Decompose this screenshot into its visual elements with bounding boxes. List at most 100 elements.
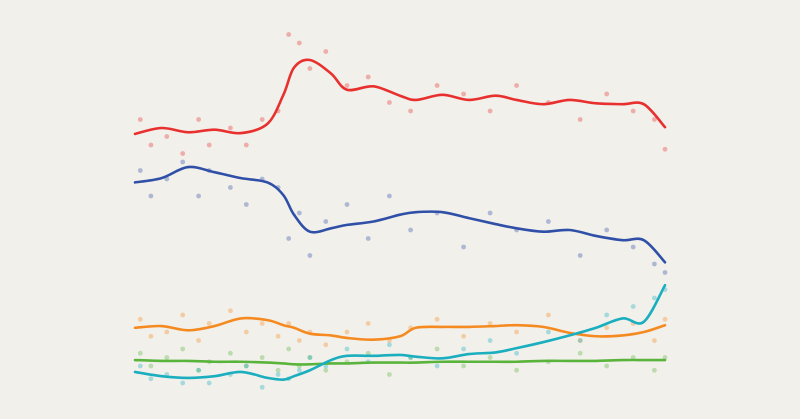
dot-layer bbox=[137, 32, 668, 390]
dot bbox=[604, 325, 610, 331]
dot bbox=[228, 308, 233, 314]
dot bbox=[148, 142, 154, 148]
dot bbox=[577, 338, 583, 343]
dot bbox=[365, 321, 371, 326]
dot bbox=[387, 100, 392, 105]
dot bbox=[344, 329, 350, 335]
dot bbox=[577, 350, 583, 356]
dot bbox=[387, 342, 392, 348]
dot bbox=[344, 346, 350, 352]
dot bbox=[206, 321, 212, 326]
dot bbox=[365, 350, 371, 356]
dot bbox=[662, 316, 668, 322]
dot bbox=[206, 142, 212, 148]
dot bbox=[434, 83, 440, 88]
dot bbox=[323, 342, 329, 348]
dot bbox=[323, 367, 329, 373]
dot bbox=[275, 333, 281, 339]
dot bbox=[514, 83, 519, 88]
dot bbox=[487, 210, 493, 216]
dot bbox=[286, 32, 292, 37]
dot bbox=[652, 367, 657, 373]
dot bbox=[514, 350, 519, 356]
dot bbox=[577, 117, 583, 122]
dot bbox=[286, 236, 292, 241]
dot bbox=[296, 367, 302, 373]
trend-line bbox=[133, 316, 667, 341]
dot bbox=[243, 329, 249, 335]
dot bbox=[307, 253, 313, 258]
dot bbox=[137, 168, 143, 173]
dot bbox=[577, 338, 583, 343]
dot bbox=[461, 244, 466, 250]
dot bbox=[461, 363, 466, 369]
dot bbox=[137, 117, 143, 122]
dot bbox=[259, 117, 265, 122]
dot bbox=[434, 346, 440, 352]
dot bbox=[228, 185, 233, 190]
trend-line bbox=[133, 283, 667, 381]
dot bbox=[323, 49, 329, 54]
dot bbox=[408, 227, 413, 233]
dot bbox=[365, 74, 371, 80]
dot bbox=[228, 350, 233, 356]
dot bbox=[275, 367, 281, 373]
dot bbox=[604, 227, 610, 233]
dot bbox=[577, 253, 583, 258]
dot bbox=[652, 261, 657, 267]
dot bbox=[630, 244, 636, 250]
dot bbox=[164, 329, 170, 335]
dot bbox=[296, 338, 302, 343]
dot bbox=[259, 384, 265, 390]
dot bbox=[662, 355, 668, 360]
dot bbox=[487, 355, 493, 360]
dot bbox=[180, 346, 186, 352]
trend-line bbox=[133, 58, 667, 136]
dot bbox=[148, 333, 154, 339]
dot bbox=[296, 40, 302, 46]
dot bbox=[307, 355, 313, 360]
dot bbox=[546, 312, 551, 318]
dot bbox=[180, 159, 186, 165]
dot bbox=[196, 367, 202, 373]
dot bbox=[387, 193, 392, 199]
dot bbox=[164, 355, 170, 360]
dot bbox=[180, 312, 186, 318]
dot bbox=[652, 295, 657, 301]
dot bbox=[228, 125, 233, 131]
dot bbox=[461, 91, 466, 97]
line-layer bbox=[133, 58, 667, 381]
dot bbox=[461, 333, 466, 339]
dot bbox=[196, 193, 202, 199]
dot bbox=[546, 329, 551, 335]
dot bbox=[180, 380, 186, 386]
dot bbox=[365, 236, 371, 241]
trend-line bbox=[133, 358, 667, 366]
dot bbox=[286, 346, 292, 352]
dot bbox=[662, 270, 668, 275]
dot bbox=[662, 146, 668, 152]
dot bbox=[148, 193, 154, 199]
dot bbox=[630, 108, 636, 114]
dot bbox=[546, 219, 551, 224]
dot bbox=[286, 321, 292, 326]
dot bbox=[487, 338, 493, 343]
dot bbox=[137, 363, 143, 369]
dot bbox=[206, 380, 212, 386]
dot bbox=[307, 66, 313, 71]
dot bbox=[259, 355, 265, 360]
dot bbox=[461, 346, 466, 352]
dot bbox=[275, 372, 281, 377]
dot bbox=[243, 363, 249, 369]
dot bbox=[514, 329, 519, 335]
dot bbox=[514, 367, 519, 373]
dot bbox=[323, 219, 329, 224]
dot bbox=[344, 202, 350, 207]
dot bbox=[434, 316, 440, 322]
dot bbox=[243, 363, 249, 369]
dot bbox=[296, 210, 302, 216]
dot bbox=[652, 117, 657, 122]
